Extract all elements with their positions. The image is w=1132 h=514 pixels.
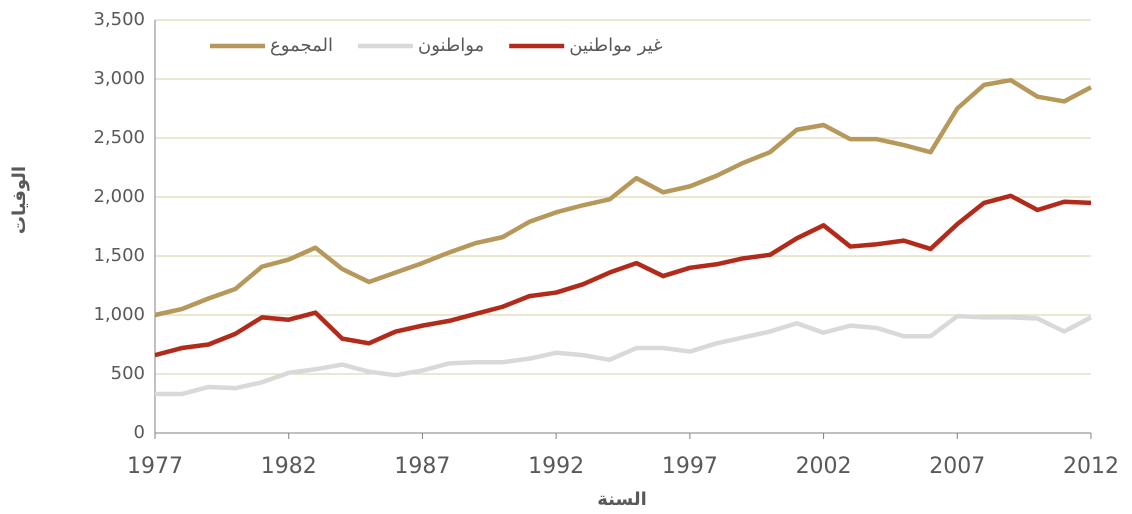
x-tick-label: 2007 [929,454,985,479]
legend-label: مواطنون [418,35,484,56]
x-tick-label: 1997 [662,454,718,479]
y-tick-label: 0 [134,422,145,443]
series-line [154,193,1092,358]
y-axis-title: الوفيات [9,166,30,234]
y-tick-label: 500 [111,363,145,384]
y-tick-label: 2,500 [93,127,145,148]
y-tick-label: 3,000 [93,68,145,89]
x-tick-label: 2002 [796,454,852,479]
x-tick-label: 1977 [127,454,183,479]
series-line [155,313,1093,397]
legend-label: غير مواطنين [569,35,662,56]
y-tick-label: 2,000 [93,186,145,207]
x-tick-label: 1992 [528,454,584,479]
series-line [154,77,1093,318]
x-tick-label: 1987 [394,454,450,479]
legend-label: المجموع [270,35,333,56]
y-tick-label: 3,500 [93,9,145,30]
x-axis-title: السنة [597,489,647,510]
x-tick-label: 2012 [1063,454,1119,479]
x-tick-label: 1982 [261,454,317,479]
y-tick-label: 1,500 [93,245,145,266]
y-tick-label: 1,000 [93,304,145,325]
